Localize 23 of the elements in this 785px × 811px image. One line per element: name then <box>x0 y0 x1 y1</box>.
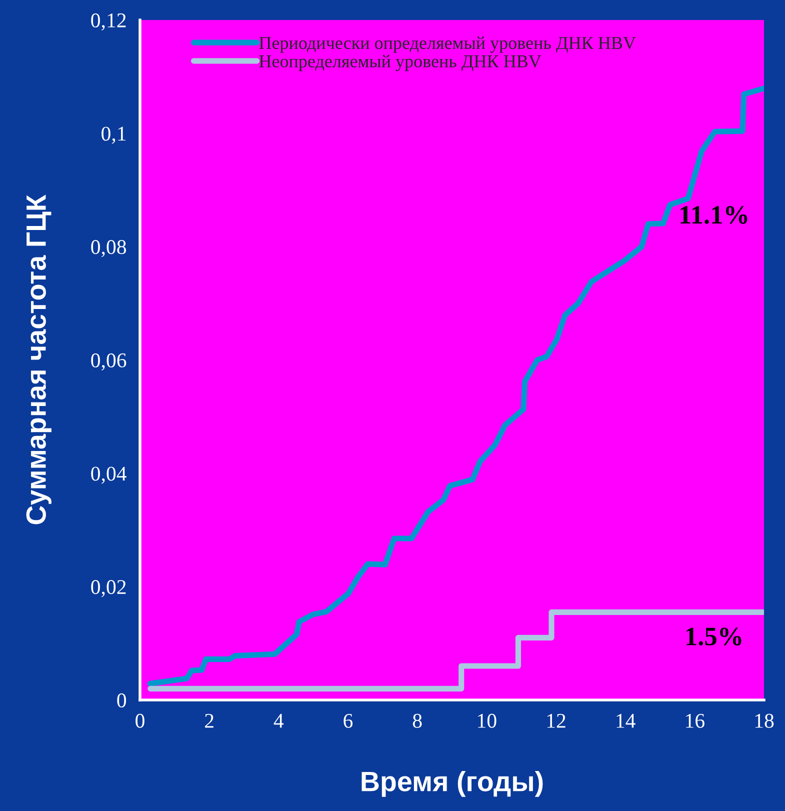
y-axis-title: Суммарная частота ГЦК <box>26 194 52 524</box>
x-tick-label: 2 <box>205 714 214 728</box>
y-tick-label: 0,08 <box>91 240 126 258</box>
x-axis-title: Время (годы) <box>362 770 543 797</box>
x-tick-label: 4 <box>274 714 284 728</box>
x-tick-label: 6 <box>344 714 353 728</box>
x-tick-label: 16 <box>686 714 704 728</box>
y-tick-label: 0,1 <box>102 126 126 144</box>
x-tick-label: 0 <box>136 714 144 728</box>
y-tick-label: 0,04 <box>91 466 126 484</box>
x-tick-label: 8 <box>412 714 422 728</box>
x-tick-label: 14 <box>616 714 636 728</box>
y-tick-label: 0,06 <box>91 353 126 370</box>
y-tick-label: 0,12 <box>91 13 126 30</box>
annotation: 1.5% <box>686 628 742 646</box>
legend-label: Периодически определяемый уровень ДНК HBV <box>259 36 636 53</box>
annotation: 11.1% <box>680 206 748 224</box>
y-tick-label: 0 <box>117 693 126 708</box>
x-tick-label: 18 <box>755 714 774 728</box>
x-tick-label: 12 <box>547 714 566 728</box>
x-tick-label: 10 <box>478 714 496 728</box>
legend-label: Неопределяемый уровень ДНК HBV <box>259 54 542 72</box>
y-tick-label: 0,02 <box>91 580 126 598</box>
